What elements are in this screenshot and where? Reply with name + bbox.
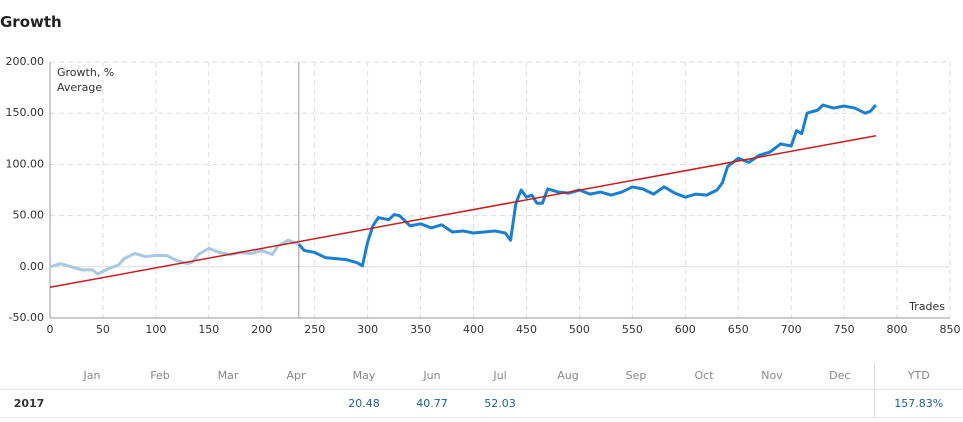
column-header: Oct <box>670 362 738 390</box>
x-tick-label: 550 <box>622 323 643 336</box>
line-series <box>49 238 300 276</box>
value-cell <box>738 389 806 418</box>
column-header: Jul <box>466 362 534 390</box>
column-header: Mar <box>194 362 262 390</box>
x-tick-label: 250 <box>304 323 325 336</box>
value-cell: 40.77 <box>398 389 466 418</box>
line-series <box>297 103 878 268</box>
corner-cell <box>0 362 58 390</box>
y-tick-label: 200.00 <box>6 55 45 68</box>
column-header: Feb <box>126 362 194 390</box>
column-header: Nov <box>738 362 806 390</box>
x-tick-label: 200 <box>251 323 272 336</box>
column-header: Sep <box>602 362 670 390</box>
column-header: YTD <box>873 362 963 390</box>
x-tick-label: 100 <box>145 323 166 336</box>
x-tick-label: 400 <box>463 323 484 336</box>
year-cell: 2017 <box>0 389 58 418</box>
column-header: Dec <box>806 362 874 390</box>
column-header: Apr <box>262 362 330 390</box>
value-cell <box>806 389 874 418</box>
value-cell <box>602 389 670 418</box>
value-cell <box>670 389 738 418</box>
column-header: Jan <box>58 362 126 390</box>
chart: -50.00 0.00 50.00 100.00 150.00 200.00 0 50 100 1… <box>6 55 961 336</box>
x-tick-label: 500 <box>569 323 590 336</box>
legend-entry: Average <box>57 81 102 94</box>
value-cell <box>262 389 330 418</box>
legend-entry: Growth, % <box>57 66 114 79</box>
header-row: Jan Feb Mar Apr May Jun Jul Aug Sep Oct Nov Dec YTD <box>0 362 963 390</box>
value-cell <box>194 389 262 418</box>
year-row: 2017 20.48 40.77 52.03 157.83% <box>0 389 963 418</box>
line-series <box>49 134 877 289</box>
monthly-table: Jan Feb Mar Apr May Jun Jul Aug Sep Oct Nov Dec YTD 2… <box>0 362 963 418</box>
x-tick-label: 750 <box>834 323 855 336</box>
value-cell: 20.48 <box>330 389 398 418</box>
x-tick-label: 700 <box>781 323 802 336</box>
x-tick-label: 600 <box>675 323 696 336</box>
chart-title: Growth <box>0 13 62 31</box>
x-tick-label: 650 <box>728 323 749 336</box>
value-cell <box>534 389 602 418</box>
value-cell <box>126 389 194 418</box>
column-header: May <box>330 362 398 390</box>
x-tick-label: 350 <box>410 323 431 336</box>
x-tick-label: 0 <box>47 323 54 336</box>
x-tick-label: 300 <box>357 323 378 336</box>
x-tick-label: 50 <box>96 323 110 336</box>
y-tick-label: -50.00 <box>9 311 44 324</box>
value-cell: 52.03 <box>466 389 534 418</box>
y-tick-label: 50.00 <box>13 209 45 222</box>
y-tick-label: 0.00 <box>20 260 45 273</box>
column-header: Jun <box>398 362 466 390</box>
x-tick-label: 150 <box>198 323 219 336</box>
x-tick-label: 850 <box>940 323 961 336</box>
column-header: Aug <box>534 362 602 390</box>
x-tick-label: 800 <box>887 323 908 336</box>
y-tick-label: 150.00 <box>6 106 45 119</box>
x-tick-label: 450 <box>516 323 537 336</box>
y-tick-label: 100.00 <box>6 157 45 170</box>
value-cell: 157.83% <box>873 389 963 418</box>
x-axis-label: Trades <box>908 300 945 313</box>
value-cell <box>58 389 126 418</box>
